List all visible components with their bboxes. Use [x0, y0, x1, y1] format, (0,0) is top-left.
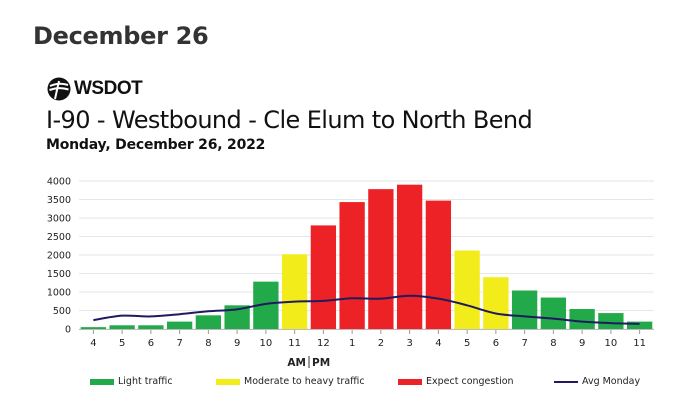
legend-swatch-light [90, 378, 114, 385]
x-tick-label: 10 [605, 338, 618, 349]
x-tick-label: 5 [119, 338, 125, 349]
bar-light [224, 305, 250, 329]
x-tick-label: 2 [378, 338, 384, 349]
y-tick-label: 0 [65, 325, 71, 336]
x-tick-label: 3 [406, 338, 412, 349]
y-tick-label: 1500 [47, 269, 71, 280]
x-tick-label: 1 [349, 338, 355, 349]
y-tick-label: 2000 [47, 251, 71, 262]
wsdot-logo-text: WSDOT [74, 78, 143, 99]
x-tick-label: 4 [435, 338, 441, 349]
bar-light [138, 325, 164, 329]
y-tick-label: 2500 [47, 232, 71, 243]
am-label: AM [287, 357, 306, 369]
legend-swatch-moderate [216, 378, 240, 385]
x-tick-label: 9 [579, 338, 585, 349]
legend-label-avg-monday: Avg Monday [582, 376, 641, 387]
x-tick-label: 10 [260, 338, 273, 349]
legend-item-moderate: Moderate to heavy traffic [216, 376, 365, 387]
y-tick-label: 500 [53, 306, 71, 317]
wsdot-logo: WSDOT [47, 76, 143, 102]
bar-congestion [425, 200, 452, 329]
bar-light [540, 297, 567, 329]
x-tick-label: 9 [234, 338, 240, 349]
chart-legend: Light traffic Moderate to heavy traffic … [0, 376, 683, 392]
y-tick-label: 3000 [47, 214, 71, 225]
legend-item-avg-monday: Avg Monday [554, 376, 640, 387]
bar-moderate [454, 250, 480, 329]
bar-light [80, 327, 107, 329]
legend-label-congestion: Expect congestion [426, 376, 514, 387]
legend-swatch-congestion [398, 378, 422, 385]
x-tick-label: 11 [288, 338, 301, 349]
bar-light [598, 313, 624, 329]
bar-light [195, 315, 222, 329]
x-tick-label: 8 [205, 338, 211, 349]
x-tick-label: 12 [317, 338, 330, 349]
x-tick-label: 4 [90, 338, 96, 349]
y-tick-label: 4000 [47, 177, 71, 188]
x-tick-label: 6 [493, 338, 499, 349]
bar-light [166, 321, 193, 329]
chart-subtitle: Monday, December 26, 2022 [46, 137, 266, 153]
legend-item-light: Light traffic [90, 376, 173, 387]
wsdot-logo-icon [47, 77, 71, 101]
x-tick-label: 7 [521, 338, 527, 349]
bar-light [109, 325, 135, 329]
y-tick-label: 3500 [47, 195, 71, 206]
bar-light [626, 321, 653, 329]
legend-label-light: Light traffic [118, 376, 173, 387]
legend-label-moderate: Moderate to heavy traffic [244, 376, 365, 387]
pm-label: PM [312, 357, 330, 369]
x-tick-label: 5 [464, 338, 470, 349]
x-tick-label: 8 [550, 338, 556, 349]
bar-congestion [368, 189, 394, 329]
avg-monday-line [93, 294, 640, 325]
bar-congestion [310, 225, 337, 329]
legend-swatch-avg-monday [554, 380, 578, 383]
bar-congestion [339, 202, 365, 329]
x-tick-label: 6 [148, 338, 154, 349]
bar-light [511, 290, 538, 329]
bar-moderate [281, 254, 308, 329]
bar-congestion [396, 184, 423, 329]
y-tick-label: 1000 [47, 288, 71, 299]
x-tick-label: 11 [633, 338, 646, 349]
legend-item-congestion: Expect congestion [398, 376, 514, 387]
page-heading: December 26 [33, 22, 209, 50]
x-tick-label: 7 [176, 338, 182, 349]
bar-light [569, 309, 595, 329]
bar-moderate [483, 277, 509, 329]
chart-title: I-90 - Westbound - Cle Elum to North Ben… [46, 106, 533, 134]
